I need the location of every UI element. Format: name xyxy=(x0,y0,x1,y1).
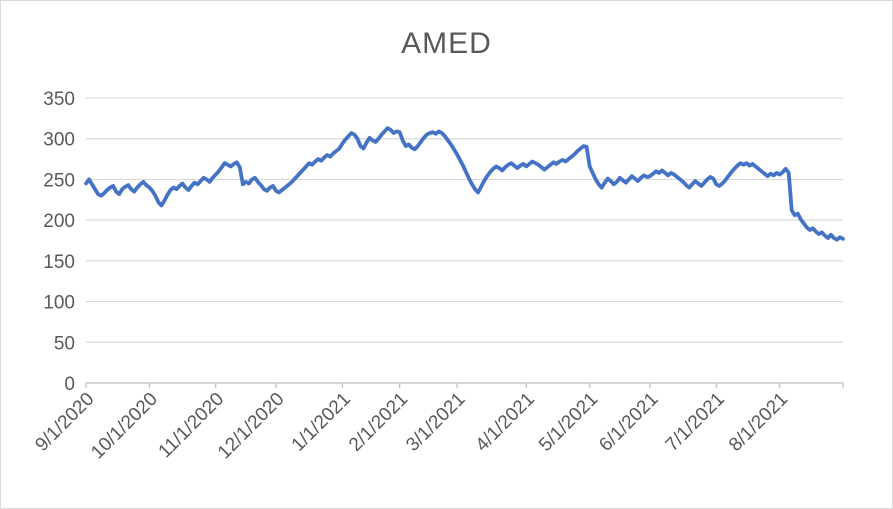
x-axis-tick-label: 9/1/2020 xyxy=(31,389,98,456)
y-axis-tick-label: 250 xyxy=(43,170,75,191)
y-axis-tick-label: 100 xyxy=(43,293,75,314)
x-axis-tick-label: 2/1/2021 xyxy=(345,389,412,456)
x-axis-tick-label: 12/1/2020 xyxy=(214,389,289,464)
x-axis-tick-label: 3/1/2021 xyxy=(402,389,469,456)
x-axis-tick-label: 5/1/2021 xyxy=(535,389,602,456)
y-axis-tick-label: 0 xyxy=(64,374,75,395)
y-axis-tick-label: 350 xyxy=(43,89,75,110)
x-axis-tick-label: 4/1/2021 xyxy=(472,389,539,456)
y-axis-tick-label: 300 xyxy=(43,130,75,151)
x-axis-tick-label: 1/1/2021 xyxy=(288,389,355,456)
series-line-amed xyxy=(84,126,845,242)
x-axis-tick-label: 6/1/2021 xyxy=(595,389,662,456)
x-axis-tick-label: 7/1/2021 xyxy=(662,389,729,456)
x-axis-tick-label: 10/1/2020 xyxy=(87,389,162,464)
y-axis-tick-label: 150 xyxy=(43,252,75,273)
y-axis-tick-label: 200 xyxy=(43,211,75,232)
y-axis-tick-label: 50 xyxy=(54,333,75,354)
x-axis-tick-label: 8/1/2021 xyxy=(725,389,792,456)
